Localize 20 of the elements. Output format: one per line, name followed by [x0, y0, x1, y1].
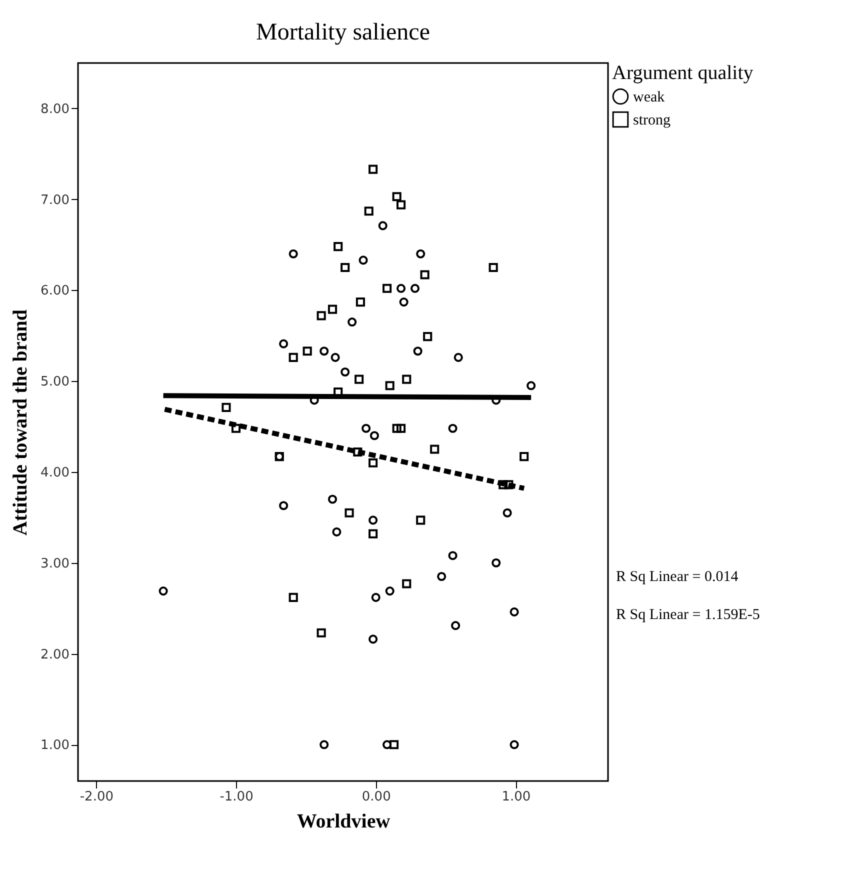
y-tick-label: 7.00 — [40, 192, 70, 208]
y-axis-title: Attitude toward the brand — [10, 309, 32, 536]
y-tick-label: 5.00 — [40, 374, 70, 390]
y-tick-label: 3.00 — [40, 556, 70, 572]
x-tick-label: -2.00 — [80, 790, 114, 804]
y-tick-label: 4.00 — [40, 465, 70, 480]
x-axis-title: Worldview — [296, 810, 391, 832]
y-tick-label: 6.00 — [40, 284, 70, 299]
text: R Sq Linear = 1.159E-5 — [616, 607, 760, 623]
x-tick-label: -1.00 — [220, 790, 254, 804]
x-tick-label: 0.00 — [362, 790, 391, 804]
y-tick-label: 2.00 — [40, 647, 70, 662]
x-tick-label: 1.00 — [502, 790, 531, 804]
legend-title: Argument quality — [612, 62, 754, 84]
y-tick-label: 8.00 — [40, 102, 70, 117]
legend-label: strong — [633, 112, 671, 128]
text: R Sq Linear = 0.014 — [616, 569, 739, 585]
chart-title: Mortality salience — [256, 19, 430, 46]
legend-label: weak — [633, 90, 666, 106]
y-tick-label: 1.00 — [40, 738, 70, 754]
